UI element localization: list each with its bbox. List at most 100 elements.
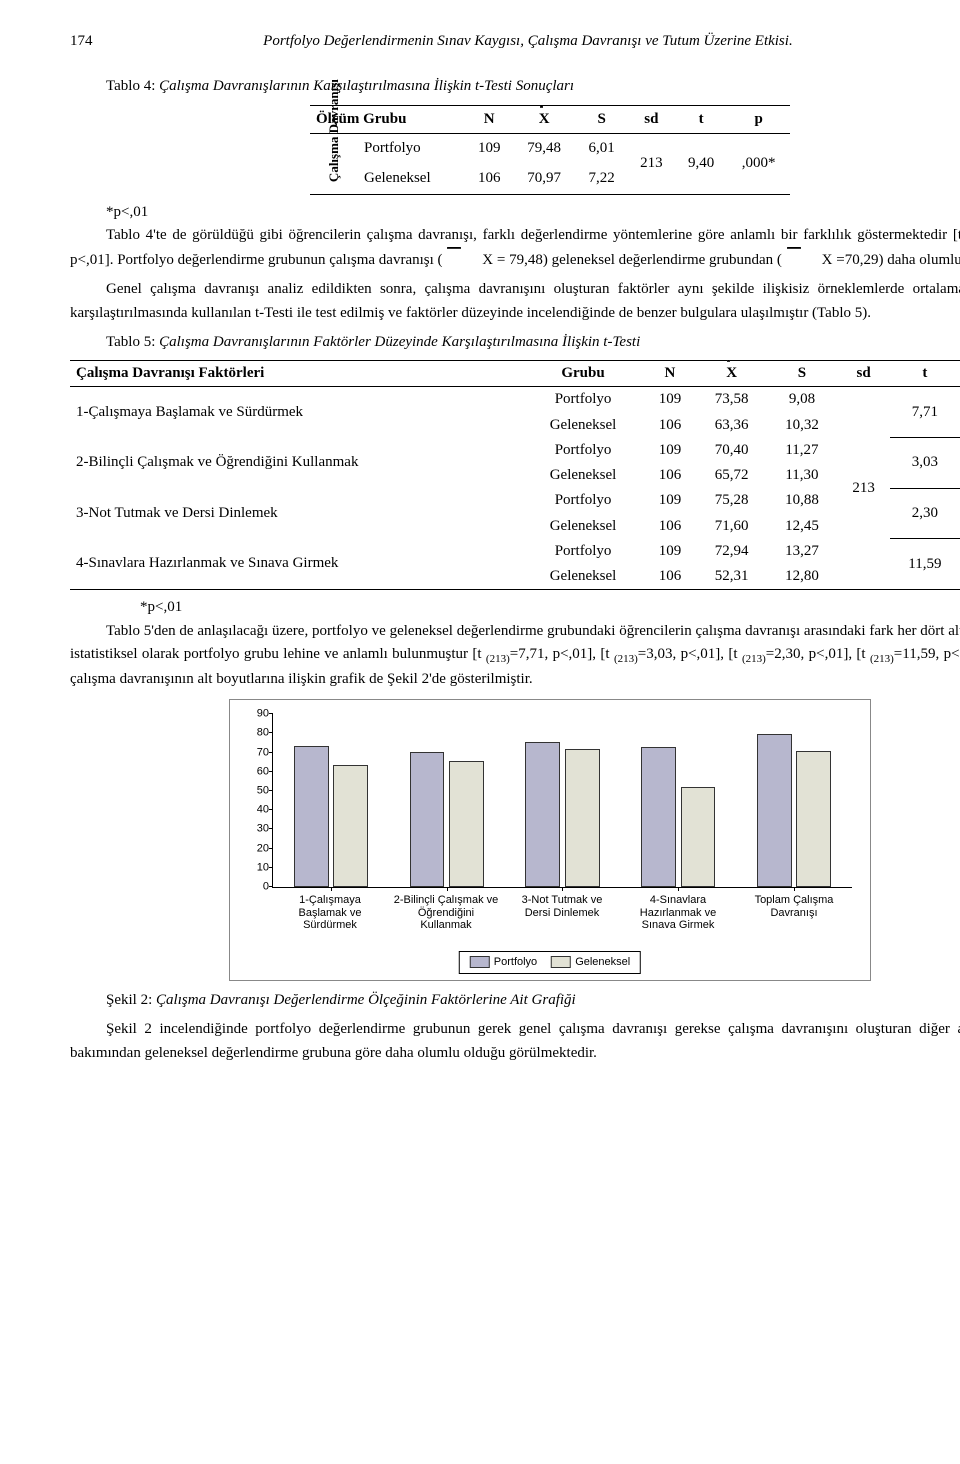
- th-sd: sd: [628, 105, 675, 133]
- cell: 109: [466, 133, 513, 164]
- cell-factor: 4-Sınavlara Hazırlanmak ve Sınava Girmek: [70, 539, 523, 590]
- cell: 109: [643, 387, 696, 413]
- cell: 79,48: [513, 133, 576, 164]
- paragraph-3: Tablo 5'den de anlaşılacağı üzere, portf…: [70, 620, 960, 692]
- th-s: S: [575, 105, 627, 133]
- cell: 11,27: [767, 438, 837, 463]
- cell: 106: [643, 463, 696, 488]
- cell: 63,36: [696, 413, 766, 438]
- table5-header-row: Çalışma Davranışı Faktörleri Grubu N X S…: [70, 361, 960, 387]
- cell: Geleneksel: [523, 413, 644, 438]
- cell-t: 9,40: [675, 133, 727, 194]
- bar-group: [736, 714, 852, 887]
- table4-caption: Tablo 4: Çalışma Davranışlarının Karşıla…: [106, 75, 960, 98]
- cell: Portfolyo: [358, 133, 466, 164]
- cell: Portfolyo: [523, 539, 644, 564]
- bar-portfolyo: [294, 746, 329, 887]
- cell: 10,88: [767, 488, 837, 513]
- cell: 73,58: [696, 387, 766, 413]
- bar-portfolyo: [525, 742, 560, 887]
- running-header: 174 Portfolyo Değerlendirmenin Sınav Kay…: [70, 30, 960, 53]
- bar-group: [505, 714, 621, 887]
- y-tick-label: 70: [241, 744, 269, 761]
- table5-row: 3-Not Tutmak ve Dersi DinlemekPortfolyo1…: [70, 488, 960, 513]
- bar-geleneksel: [681, 787, 716, 888]
- paragraph-4: Şekil 2 incelendiğinde portfolyo değerle…: [70, 1018, 960, 1065]
- cell: 12,80: [767, 564, 837, 590]
- table4-row-pf: Çalışma Davranışı Portfolyo 109 79,48 6,…: [310, 133, 790, 164]
- cell-t: 2,30: [890, 488, 959, 539]
- x-label: 1-Çalışmaya Başlamak ve Sürdürmek: [272, 892, 388, 932]
- cell: 75,28: [696, 488, 766, 513]
- legend-pf: Portfolyo: [494, 956, 537, 968]
- cell: Portfolyo: [523, 488, 644, 513]
- table5-caption-prefix: Tablo 5:: [106, 334, 159, 350]
- cell: 12,45: [767, 514, 837, 539]
- x-label: 2-Bilinçli Çalışmak ve Öğrendiğini Kulla…: [388, 892, 504, 932]
- y-tick-label: 40: [241, 802, 269, 819]
- cell-p: ,000*: [727, 133, 790, 194]
- cell: 7,22: [575, 164, 627, 195]
- figure2-chart: 0102030405060708090 1-Çalışmaya Başlamak…: [229, 699, 871, 981]
- running-title: Portfolyo Değerlendirmenin Sınav Kaygısı…: [111, 30, 946, 53]
- legend-gl: Geleneksel: [575, 956, 630, 968]
- cell: 106: [643, 564, 696, 590]
- cell: Geleneksel: [523, 514, 644, 539]
- th-xbar: X: [513, 105, 576, 133]
- y-tick-label: 80: [241, 725, 269, 742]
- cell-factor: 1-Çalışmaya Başlamak ve Sürdürmek: [70, 387, 523, 438]
- bar-portfolyo: [410, 752, 445, 887]
- cell: 109: [643, 488, 696, 513]
- cell: 11,30: [767, 463, 837, 488]
- chart-legend: Portfolyo Geleneksel: [459, 951, 641, 974]
- th-xbar: X: [696, 361, 766, 387]
- bar-geleneksel: [449, 761, 484, 887]
- y-tick-label: 30: [241, 821, 269, 838]
- figure2-caption-italic: Çalışma Davranışı Değerlendirme Ölçeğini…: [156, 992, 576, 1008]
- cell-sd: 213: [837, 387, 890, 590]
- table4-note: *p<,01: [106, 201, 960, 224]
- th-group: Grubu: [523, 361, 644, 387]
- x-label: Toplam Çalışma Davranışı: [736, 892, 852, 932]
- table5-row: 1-Çalışmaya Başlamak ve SürdürmekPortfol…: [70, 387, 960, 413]
- cell: 52,31: [696, 564, 766, 590]
- th-t: t: [890, 361, 959, 387]
- x-label: 4-Sınavlara Hazırlanmak ve Sınava Girmek: [620, 892, 736, 932]
- table5-row: 2-Bilinçli Çalışmak ve Öğrendiğini Kulla…: [70, 438, 960, 463]
- y-tick-label: 60: [241, 763, 269, 780]
- cell: Geleneksel: [523, 564, 644, 590]
- cell: 70,97: [513, 164, 576, 195]
- bar-group: [389, 714, 505, 887]
- th-n: N: [466, 105, 513, 133]
- cell: 9,08: [767, 387, 837, 413]
- cell: 6,01: [575, 133, 627, 164]
- page-number: 174: [70, 30, 93, 53]
- table4: Ölçüm Grubu N X S sd t p Çalışma Davranı…: [310, 105, 790, 195]
- cell: Portfolyo: [523, 438, 644, 463]
- cell: 71,60: [696, 514, 766, 539]
- bar-geleneksel: [565, 749, 600, 887]
- table5: Çalışma Davranışı Faktörleri Grubu N X S…: [70, 360, 960, 590]
- th-t: t: [675, 105, 727, 133]
- cell: 109: [643, 539, 696, 564]
- th-p: p: [727, 105, 790, 133]
- paragraph-1: Tablo 4'te de görüldüğü gibi öğrencileri…: [70, 224, 960, 272]
- table5-caption: Tablo 5: Çalışma Davranışlarının Faktörl…: [106, 331, 960, 354]
- y-tick-label: 90: [241, 706, 269, 723]
- cell: 13,27: [767, 539, 837, 564]
- th-n: N: [643, 361, 696, 387]
- th-sd: sd: [837, 361, 890, 387]
- y-tick-label: 50: [241, 782, 269, 799]
- cell-t: 11,59: [890, 539, 959, 590]
- cell: 65,72: [696, 463, 766, 488]
- th-s: S: [767, 361, 837, 387]
- bar-geleneksel: [796, 751, 831, 887]
- cell: Geleneksel: [358, 164, 466, 195]
- y-tick-label: 0: [241, 879, 269, 896]
- table4-caption-italic: Çalışma Davranışlarının Karşılaştırılmas…: [159, 78, 574, 94]
- bar-group: [620, 714, 736, 887]
- cell: 106: [643, 413, 696, 438]
- bar-portfolyo: [757, 734, 792, 887]
- y-tick-label: 20: [241, 840, 269, 857]
- cell-t: 3,03: [890, 438, 959, 489]
